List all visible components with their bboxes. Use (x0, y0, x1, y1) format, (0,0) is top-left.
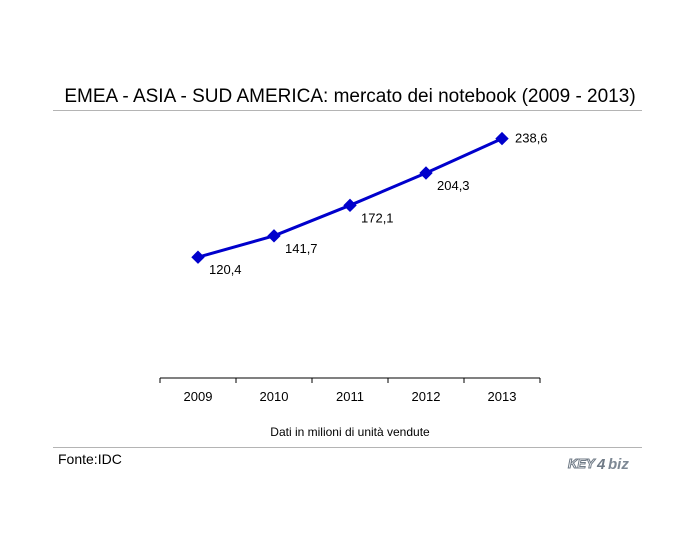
data-point-marker (267, 229, 281, 243)
series-layer (191, 131, 509, 264)
data-point-marker (495, 131, 509, 146)
data-label: 141,7 (285, 241, 318, 256)
units-note: Dati in milioni di unità vendute (270, 425, 430, 439)
series-line (197, 137, 503, 259)
data-point-marker (343, 198, 357, 213)
source-text: Fonte:IDC (58, 451, 122, 467)
svg-text:KEY: KEY (568, 456, 596, 471)
x-tick-label: 2011 (336, 389, 364, 404)
x-tick-label: 2012 (412, 389, 441, 404)
title-divider (53, 110, 642, 111)
data-point-marker (419, 166, 433, 180)
data-label: 238,6 (515, 131, 548, 146)
chart-title: EMEA - ASIA - SUD AMERICA: mercato dei n… (64, 86, 636, 107)
x-axis: 2009 2010 2011 2012 2013 (159, 377, 541, 404)
data-point-marker (191, 250, 205, 264)
footer-divider (53, 447, 642, 448)
x-tick-label: 2009 (184, 389, 213, 404)
svg-text:4: 4 (596, 456, 606, 473)
svg-text:biz: biz (608, 456, 629, 473)
x-tick-label: 2013 (488, 389, 517, 404)
data-labels: 120,4 141,7 172,1 204,3 238,6 (209, 131, 548, 278)
x-tick-label: 2010 (260, 389, 289, 404)
data-label: 204,3 (437, 178, 470, 193)
data-label: 172,1 (361, 210, 394, 225)
data-label: 120,4 (209, 262, 242, 277)
key4biz-logo: KEY 4 biz (568, 456, 630, 474)
